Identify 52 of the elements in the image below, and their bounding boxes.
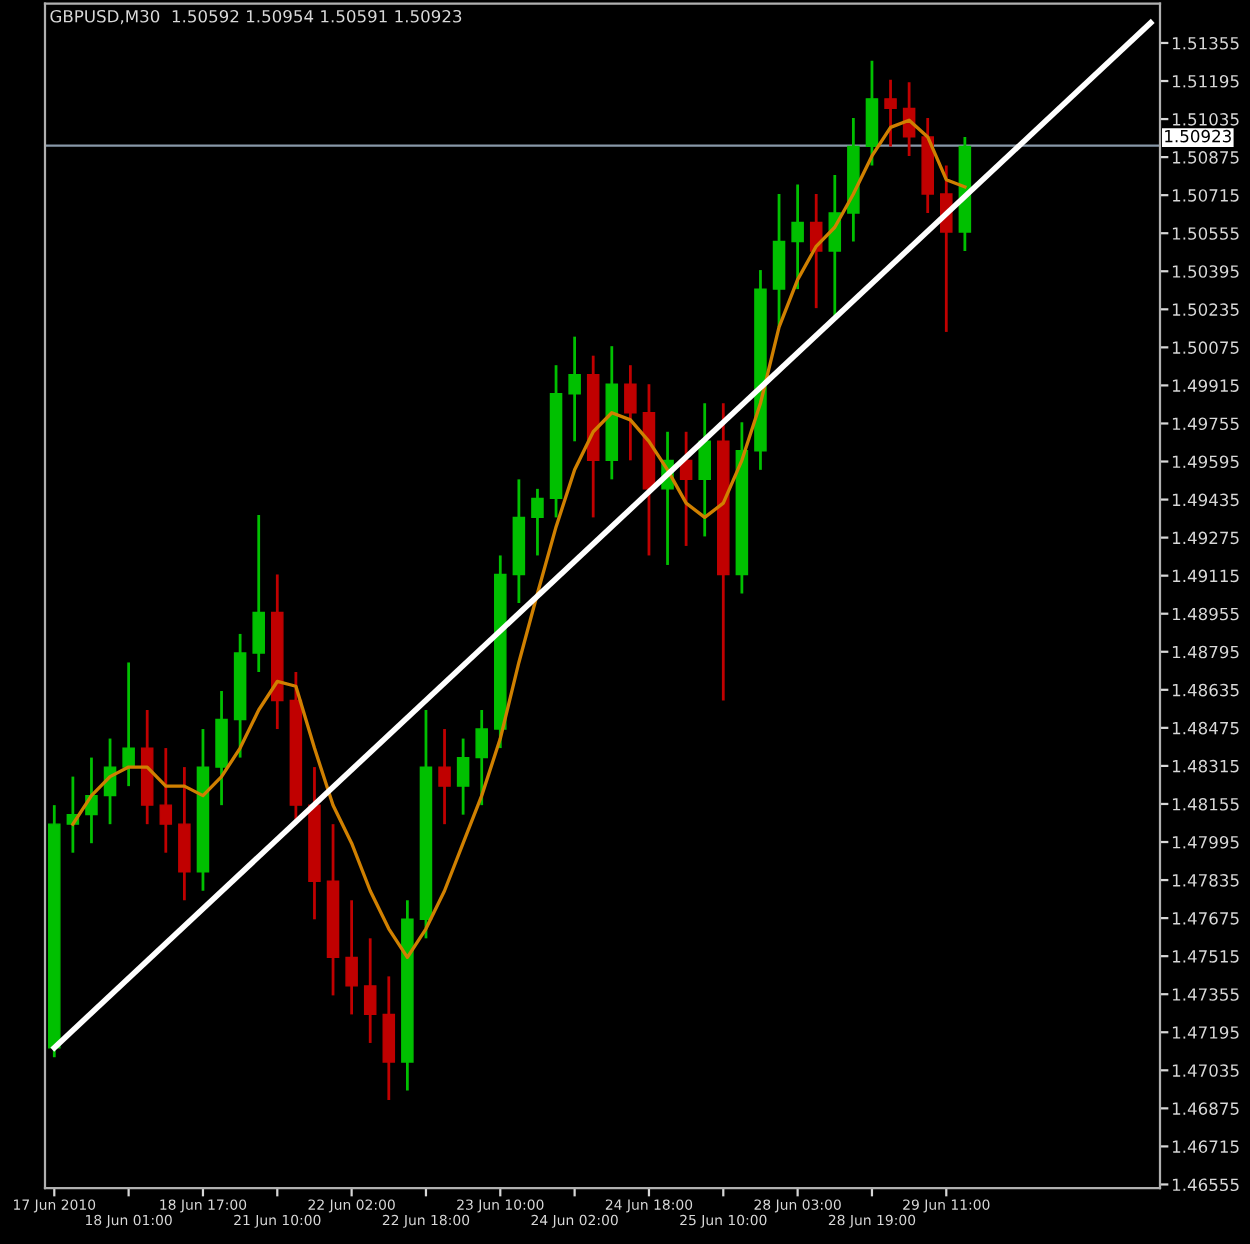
- candlestick: [475, 708, 488, 807]
- y-tick-label: 1.46555: [1172, 1178, 1239, 1192]
- candlestick: [865, 59, 879, 167]
- candlestick: [438, 727, 451, 826]
- candlestick: [568, 335, 581, 443]
- y-tick-label: 1.48475: [1172, 721, 1239, 735]
- y-tick-label: 1.48795: [1172, 645, 1239, 659]
- candlestick: [252, 513, 265, 674]
- y-tick-label: 1.48955: [1172, 607, 1239, 621]
- candlestick: [531, 487, 544, 557]
- y-tick-label: 1.50555: [1172, 227, 1239, 240]
- candlestick: [363, 936, 377, 1045]
- y-tick-label: 1.47355: [1172, 988, 1239, 1001]
- y-tick-label: 1.49115: [1172, 569, 1239, 583]
- y-tick-label: 1.47515: [1172, 950, 1239, 963]
- y-tick-label: 1.49595: [1172, 455, 1239, 469]
- candlestick: [159, 746, 173, 855]
- candlestick: [456, 737, 470, 817]
- y-tick-label: 1.50395: [1172, 265, 1239, 278]
- y-tick-label: 1.46875: [1172, 1102, 1239, 1115]
- y-tick-label: 1.48635: [1172, 683, 1239, 697]
- candlestick: [791, 183, 804, 291]
- y-tick-label: 1.47195: [1172, 1026, 1239, 1039]
- y-tick-label: 1.49755: [1172, 417, 1239, 431]
- y-tick-label: 1.51035: [1172, 113, 1239, 126]
- candlestick: [215, 689, 228, 807]
- y-tick-label: 1.50875: [1172, 151, 1239, 164]
- candlestick: [382, 974, 396, 1102]
- candlestick: [884, 78, 897, 148]
- y-tick-label: 1.46715: [1172, 1140, 1239, 1153]
- y-tick-label: 1.49275: [1172, 531, 1239, 545]
- y-tick-label: 1.47835: [1172, 874, 1239, 887]
- candlestick: [178, 765, 191, 902]
- y-tick-label: 1.50235: [1172, 303, 1239, 316]
- y-tick-label: 1.48155: [1172, 797, 1239, 811]
- y-tick-label: 1.49915: [1172, 379, 1239, 392]
- candlestick: [345, 898, 358, 1016]
- candlestick: [698, 401, 711, 538]
- y-tick-label: 1.49435: [1172, 493, 1239, 507]
- y-tick-label: 1.47995: [1172, 835, 1239, 849]
- y-tick-label: 1.50715: [1172, 189, 1239, 202]
- y-tick-label: 1.47675: [1172, 912, 1239, 925]
- ref-line-label: 1.50923: [1165, 129, 1231, 143]
- y-tick-label: 1.51195: [1172, 74, 1239, 88]
- candlestick: [772, 192, 786, 329]
- chart-title: GBPUSD,M30 1.50592 1.50954 1.50591 1.50923: [50, 9, 462, 25]
- candlestick: [122, 661, 135, 788]
- candlestick: [624, 363, 637, 462]
- y-tick-label: 1.47035: [1172, 1064, 1239, 1077]
- y-tick-label: 1.50075: [1172, 341, 1239, 354]
- y-tick-label: 1.51355: [1172, 36, 1239, 50]
- y-tick-label: 1.48315: [1172, 759, 1239, 773]
